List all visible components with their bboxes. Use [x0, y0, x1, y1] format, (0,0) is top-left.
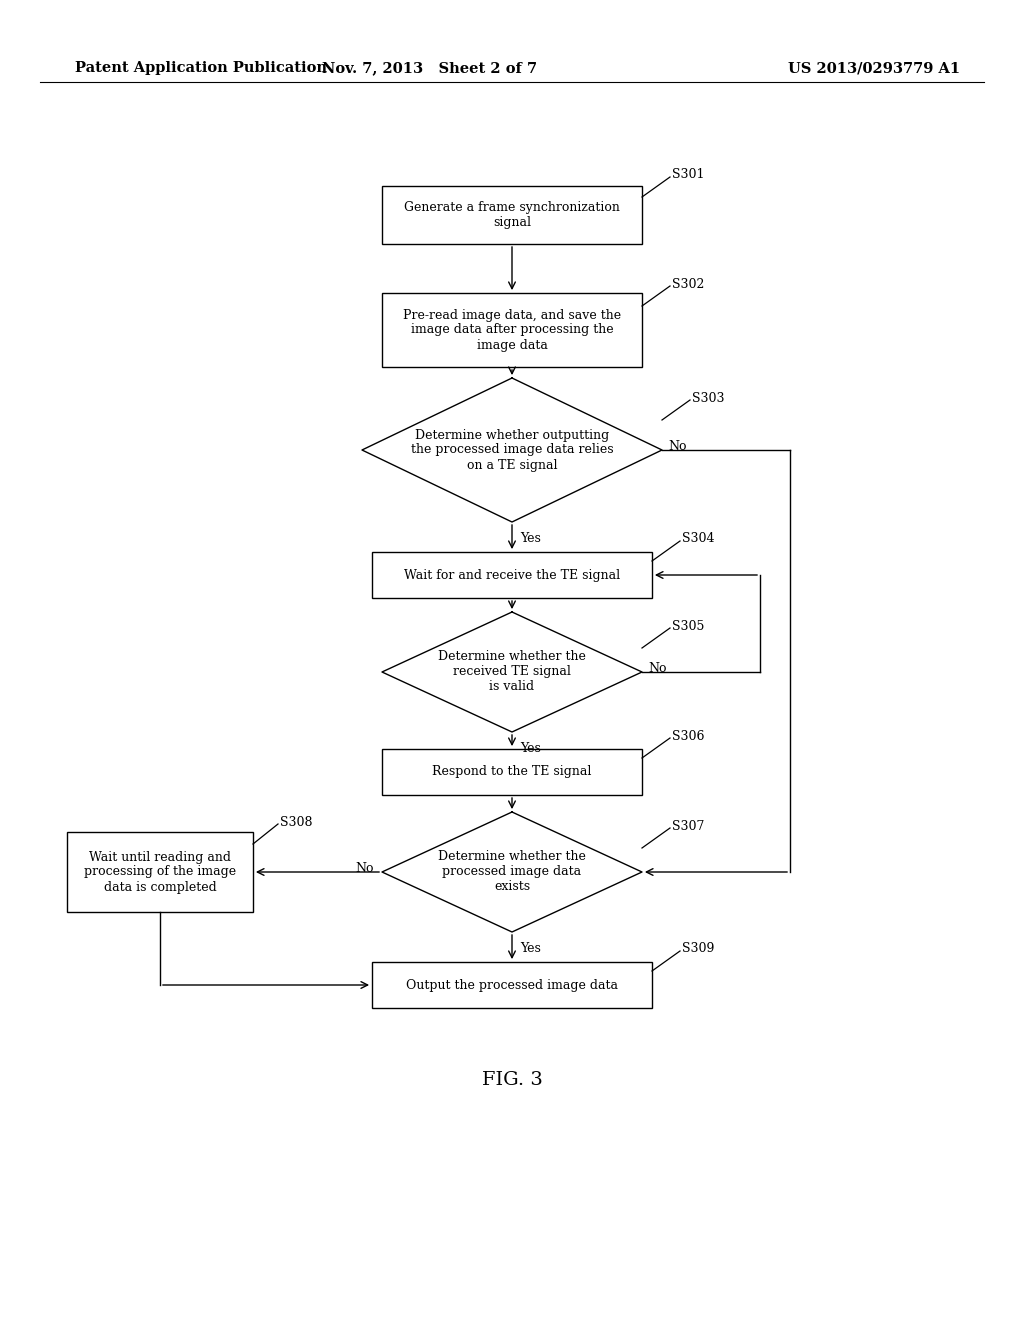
Text: Patent Application Publication: Patent Application Publication [75, 61, 327, 75]
Text: S302: S302 [672, 277, 705, 290]
Bar [372, 962, 652, 1008]
Text: S305: S305 [672, 619, 705, 632]
Text: S308: S308 [280, 816, 312, 829]
Text: No: No [668, 440, 686, 453]
Text: Nov. 7, 2013   Sheet 2 of 7: Nov. 7, 2013 Sheet 2 of 7 [323, 61, 538, 75]
Text: S309: S309 [682, 942, 715, 956]
Text: Determine whether outputting
the processed image data relies
on a TE signal: Determine whether outputting the process… [411, 429, 613, 471]
Text: Determine whether the
received TE signal
is valid: Determine whether the received TE signal… [438, 651, 586, 693]
Bar [382, 186, 642, 244]
Text: S306: S306 [672, 730, 705, 742]
Text: Wait until reading and
processing of the image
data is completed: Wait until reading and processing of the… [84, 850, 237, 894]
Text: No: No [648, 661, 667, 675]
Text: No: No [355, 862, 374, 874]
Text: Pre-read image data, and save the
image data after processing the
image data: Pre-read image data, and save the image … [402, 309, 622, 351]
Text: Generate a frame synchronization
signal: Generate a frame synchronization signal [404, 201, 620, 228]
Text: Yes: Yes [520, 532, 541, 544]
Text: Wait for and receive the TE signal: Wait for and receive the TE signal [403, 569, 621, 582]
Bar [382, 748, 642, 795]
Bar [67, 832, 253, 912]
Text: Output the processed image data: Output the processed image data [406, 978, 618, 991]
Text: S307: S307 [672, 820, 705, 833]
Text: Determine whether the
processed image data
exists: Determine whether the processed image da… [438, 850, 586, 894]
Text: S304: S304 [682, 532, 715, 545]
Text: FIG. 3: FIG. 3 [481, 1071, 543, 1089]
Text: US 2013/0293779 A1: US 2013/0293779 A1 [787, 61, 961, 75]
Text: S303: S303 [692, 392, 725, 404]
Bar [382, 293, 642, 367]
Bar [372, 552, 652, 598]
Text: Yes: Yes [520, 941, 541, 954]
Text: S301: S301 [672, 169, 705, 181]
Text: Yes: Yes [520, 742, 541, 755]
Text: Respond to the TE signal: Respond to the TE signal [432, 766, 592, 779]
